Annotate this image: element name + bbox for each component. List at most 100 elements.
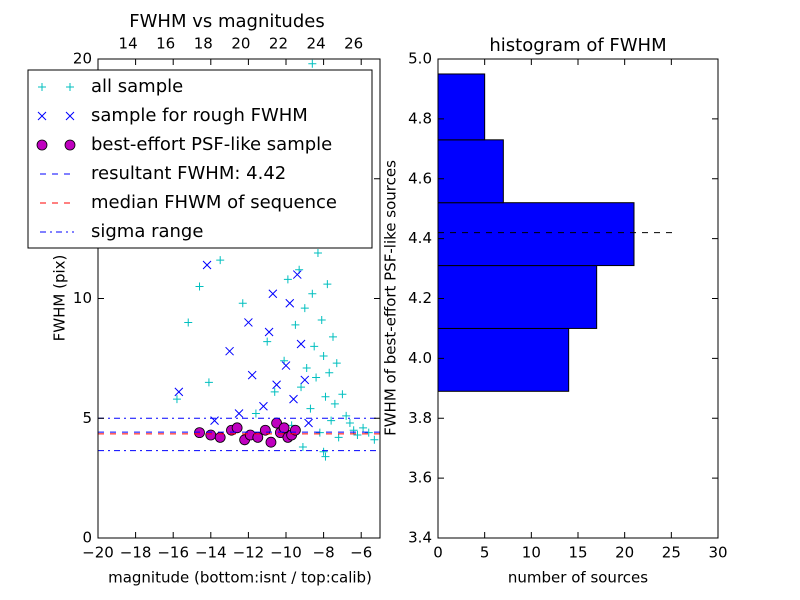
point [234, 409, 244, 418]
x-tick-label: 20 [615, 544, 634, 562]
y-tick-label: 4.0 [408, 349, 432, 367]
point [319, 351, 328, 360]
point [353, 431, 362, 440]
point [238, 299, 247, 308]
x-axis-label: magnitude (bottom:isnt / top:calib) [108, 569, 372, 587]
y-tick-label: 3.4 [408, 529, 432, 547]
point [202, 260, 212, 270]
legend-label: resultant FWHM: 4.42 [91, 163, 286, 184]
legend-label: all sample [91, 76, 183, 97]
x-tick-label: 30 [708, 544, 727, 562]
point [172, 395, 181, 404]
x2-tick-label: 24 [307, 35, 326, 53]
y-axis-label: FWHM (pix) [51, 255, 69, 342]
point [195, 282, 204, 291]
point [268, 289, 278, 299]
x-tick-label: −8 [313, 544, 335, 562]
bar [438, 265, 598, 329]
point [304, 418, 313, 428]
point [300, 304, 309, 313]
point [327, 416, 336, 425]
point [308, 59, 317, 68]
point [244, 318, 253, 327]
point [216, 256, 225, 265]
point [296, 339, 306, 349]
bar [438, 202, 635, 267]
point [283, 275, 292, 284]
x-tick-label: −20 [82, 544, 114, 562]
point [285, 298, 295, 308]
x-tick-label: −16 [157, 544, 189, 562]
point [264, 327, 274, 337]
point [313, 248, 322, 257]
point [317, 316, 326, 325]
point [329, 332, 337, 341]
point [231, 422, 243, 434]
y-tick-label: 3.8 [408, 409, 432, 427]
point [263, 337, 272, 346]
plot-area [98, 59, 380, 461]
point [330, 399, 339, 408]
y-tick-label: 4.4 [408, 229, 432, 247]
legend-marker [65, 111, 75, 121]
point [370, 435, 379, 444]
bar [438, 327, 570, 392]
x-tick-label: −6 [350, 544, 372, 562]
point [289, 424, 301, 436]
point [259, 401, 268, 411]
point [289, 394, 298, 404]
bar [438, 73, 486, 141]
chart-title: histogram of FWHM [489, 35, 666, 56]
point [300, 375, 310, 385]
x2-tick-label: 22 [269, 35, 288, 53]
point [302, 363, 311, 372]
point [325, 368, 334, 377]
bar [438, 139, 504, 204]
point [251, 409, 260, 418]
x2-tick-label: 20 [231, 35, 250, 53]
point [292, 270, 302, 279]
legend-marker [38, 83, 46, 91]
chart-title: FWHM vs magnitudes [129, 11, 324, 32]
x-tick-label: −12 [233, 544, 265, 562]
legend-label: median FHWM of sequence [91, 192, 337, 213]
x2-tick-label: 18 [194, 35, 213, 53]
x-tick-label: 15 [568, 544, 587, 562]
legend-marker [37, 111, 47, 121]
point [319, 447, 328, 456]
point [310, 342, 319, 351]
x-tick-label: −10 [270, 544, 302, 562]
point [281, 361, 291, 370]
x-tick-label: 0 [433, 544, 443, 562]
legend-marker [64, 139, 76, 151]
x2-tick-label: 26 [344, 35, 363, 53]
point [332, 359, 341, 368]
point [334, 433, 343, 442]
point [205, 429, 217, 441]
point [272, 380, 281, 390]
legend-marker [66, 83, 74, 91]
point [349, 426, 358, 435]
x-tick-label: 10 [522, 544, 541, 562]
point [312, 373, 321, 382]
x-tick-label: −14 [195, 544, 227, 562]
x-tick-label: 25 [662, 544, 681, 562]
plot-area [438, 73, 676, 392]
point [321, 452, 330, 461]
point [225, 346, 234, 356]
point [174, 387, 184, 397]
y-tick-label: 4.2 [408, 289, 432, 307]
point [359, 423, 368, 432]
legend-box [27, 69, 373, 249]
point [321, 392, 330, 401]
point [308, 289, 317, 298]
legend-label: best-effort PSF-like sample [91, 134, 332, 155]
point [297, 383, 306, 392]
point [291, 320, 300, 329]
legend-label: sample for rough FWHM [91, 105, 308, 126]
y-axis-label: FWHM of best-effort PSF-like sources [382, 160, 400, 436]
point [323, 280, 332, 289]
overlay: −20 −18 −16 −14 −12 −10 −8 −6 0 5 10 15 20 14 16 18 20 22… [27, 35, 728, 562]
point [306, 404, 315, 413]
